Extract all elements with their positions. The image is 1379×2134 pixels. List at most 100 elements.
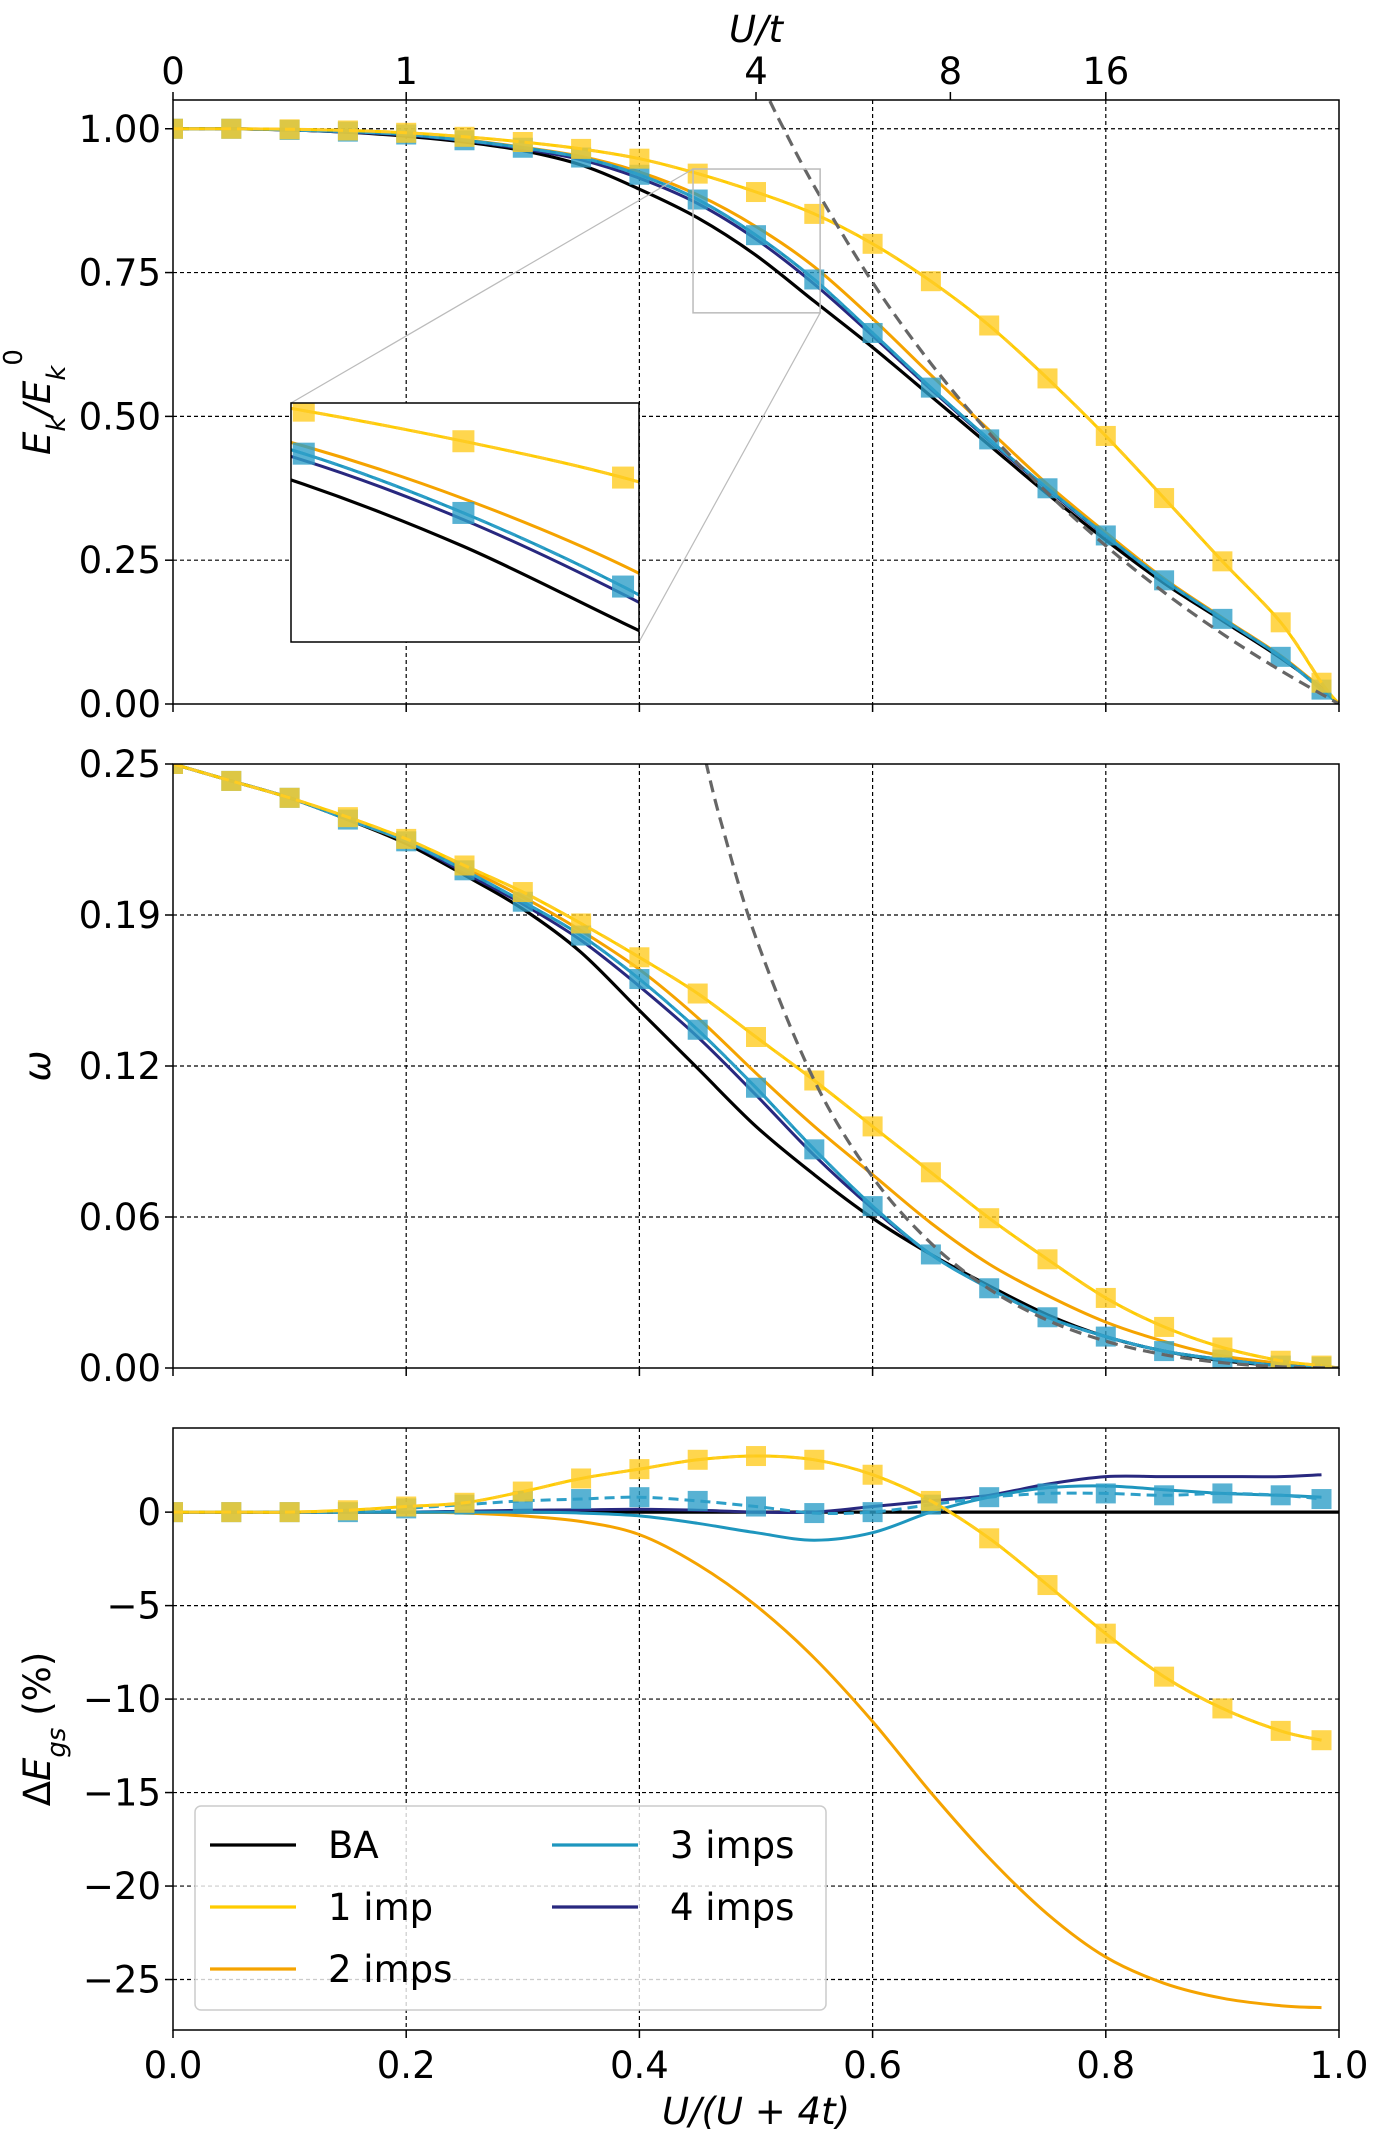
- data-point-marker_yellow: [173, 1502, 183, 1523]
- data-point-marker_yellow: [1311, 672, 1332, 693]
- y-tick-label: −15: [83, 1772, 161, 1815]
- y-tick-label: 0.50: [79, 395, 161, 438]
- data-point-marker_teal: [452, 501, 475, 524]
- data-point-marker_yellow: [862, 1464, 883, 1485]
- y-axis-label-kinetic: Ek/Ek0: [0, 349, 72, 455]
- zoom-connector: [638, 312, 821, 643]
- data-point-marker_teal: [571, 1489, 592, 1510]
- data-point-marker_teal: [612, 575, 635, 598]
- x-tick-label: 0.6: [843, 2044, 902, 2087]
- data-point-marker_yellow: [1095, 1287, 1116, 1308]
- data-point-marker_teal: [687, 1490, 708, 1511]
- data-point-marker_teal: [1154, 570, 1175, 591]
- data-point-marker_yellow: [454, 1492, 475, 1513]
- data-point-marker_teal: [746, 1496, 766, 1517]
- data-point-marker_teal: [746, 1077, 766, 1098]
- top-axis-label: U/t: [729, 8, 785, 51]
- data-point-marker_teal: [1095, 1483, 1116, 1504]
- zoom-connector: [290, 168, 694, 404]
- data-point-marker_yellow: [454, 855, 475, 876]
- inset-axes: [290, 402, 640, 643]
- data-point-marker_yellow: [1037, 1249, 1058, 1270]
- data-point-marker_teal: [1270, 1485, 1291, 1506]
- data-point-marker_teal: [687, 189, 708, 210]
- x-tick-label: 0.8: [1076, 2044, 1135, 2087]
- data-point-marker_yellow: [1311, 1355, 1332, 1368]
- data-point-marker_yellow: [571, 138, 592, 159]
- data-point-marker_teal: [687, 1019, 708, 1040]
- panel-3: 0 −5 −10 −15 −20 −25 0.0 0.2 0.4 0.6 0.8 1.0: [83, 1427, 1368, 2087]
- data-point-marker_yellow: [454, 126, 475, 147]
- data-point-marker_yellow: [804, 203, 825, 224]
- data-point-marker_yellow: [1095, 1623, 1116, 1644]
- data-point-marker_yellow: [396, 122, 417, 143]
- data-point-marker_yellow: [687, 1449, 708, 1470]
- data-point-marker_yellow: [746, 182, 766, 203]
- data-point-marker_yellow: [687, 983, 708, 1004]
- data-point-marker_teal: [746, 225, 766, 246]
- data-point-marker_yellow: [1037, 1575, 1058, 1596]
- y-tick-label: 1.00: [79, 108, 161, 151]
- y-tick-label: 0.00: [79, 1347, 161, 1390]
- y-tick-label: 0.75: [79, 252, 161, 295]
- series-dashed-marker_teal: [173, 127, 1323, 691]
- data-point-marker_yellow: [173, 764, 183, 774]
- y-tick-label: −20: [83, 1865, 161, 1908]
- top-x-tick-label: 0: [161, 50, 185, 93]
- data-point-marker_teal: [629, 969, 650, 990]
- y-tick-label: 0.25: [79, 743, 161, 786]
- y-tick-label: 0.12: [79, 1045, 161, 1088]
- panel-2: 0.00 0.06 0.12 0.19 0.25: [79, 743, 1340, 1390]
- data-point-marker_yellow: [1095, 425, 1116, 446]
- y-tick-label: −5: [106, 1585, 161, 1628]
- y-tick-label: −10: [83, 1678, 161, 1721]
- data-point-marker_yellow: [862, 233, 883, 254]
- data-point-marker_teal: [292, 442, 315, 465]
- x-tick-label: 0.4: [610, 2044, 669, 2087]
- series-line-BA: [291, 478, 639, 633]
- legend-label: BA: [328, 1824, 379, 1867]
- zoom-region-box: [692, 168, 821, 314]
- data-point-marker_teal: [629, 1487, 650, 1508]
- data-point-marker_teal: [920, 377, 941, 398]
- data-point-marker_yellow: [920, 1162, 941, 1183]
- data-point-marker_yellow: [1270, 1720, 1291, 1741]
- data-point-marker_yellow: [1270, 1350, 1291, 1368]
- data-point-marker_yellow: [279, 787, 300, 808]
- data-point-marker_yellow: [173, 118, 183, 139]
- data-point-marker_yellow: [221, 118, 242, 139]
- data-point-marker_teal: [804, 1503, 825, 1524]
- data-point-marker_yellow: [571, 1468, 592, 1489]
- data-point-marker_yellow: [1154, 1316, 1175, 1337]
- x-tick-label: 0.0: [144, 2044, 203, 2087]
- data-point-marker_teal: [862, 1196, 883, 1217]
- data-point-marker_yellow: [512, 1481, 533, 1502]
- x-tick-label: 0.2: [377, 2044, 436, 2087]
- data-point-marker_teal: [1212, 1483, 1233, 1504]
- data-point-marker_yellow: [221, 770, 242, 791]
- data-point-marker_teal: [920, 1244, 941, 1265]
- data-point-marker_yellow: [1212, 551, 1233, 572]
- data-point-marker_yellow: [337, 120, 358, 141]
- legend-label: 4 imps: [670, 1886, 794, 1929]
- data-point-marker_teal: [1270, 646, 1291, 667]
- data-point-marker_teal: [1154, 1341, 1175, 1362]
- data-point-marker_yellow: [337, 807, 358, 828]
- data-point-marker_yellow: [629, 947, 650, 968]
- data-point-marker_yellow: [979, 1208, 1000, 1229]
- data-point-marker_teal: [1212, 608, 1233, 629]
- data-point-marker_yellow: [337, 1500, 358, 1521]
- data-point-marker_yellow: [629, 1459, 650, 1480]
- data-point-marker_yellow: [746, 1446, 766, 1467]
- data-point-marker_teal: [979, 429, 1000, 450]
- top-x-tick-label: 4: [744, 50, 768, 93]
- series-dashed-marker_yellow: [173, 1454, 1322, 1742]
- data-point-marker_yellow: [512, 131, 533, 152]
- y-tick-label: 0.19: [79, 894, 161, 937]
- data-point-marker_yellow: [279, 1502, 300, 1523]
- data-point-marker_teal: [804, 1139, 825, 1160]
- data-point-marker_yellow: [746, 1027, 766, 1048]
- data-point-marker_yellow: [452, 430, 475, 453]
- panel-1: 0.00 0.25 0.50 0.75 1.000 1 4 8 16: [79, 50, 1340, 726]
- data-point-marker_yellow: [1270, 612, 1291, 633]
